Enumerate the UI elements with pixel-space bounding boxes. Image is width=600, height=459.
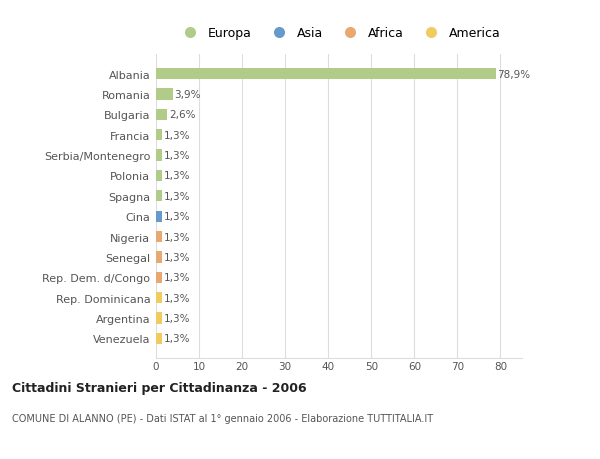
Bar bbox=[156, 170, 161, 182]
Bar bbox=[156, 150, 161, 161]
Text: 1,3%: 1,3% bbox=[163, 334, 190, 344]
Bar bbox=[156, 191, 161, 202]
Legend: Europa, Asia, Africa, America: Europa, Asia, Africa, America bbox=[173, 22, 505, 45]
Bar bbox=[156, 252, 161, 263]
Bar bbox=[156, 292, 161, 303]
Text: 1,3%: 1,3% bbox=[163, 151, 190, 161]
Bar bbox=[156, 272, 161, 283]
Text: 1,3%: 1,3% bbox=[163, 191, 190, 202]
Text: 1,3%: 1,3% bbox=[163, 232, 190, 242]
Text: 1,3%: 1,3% bbox=[163, 171, 190, 181]
Text: 1,3%: 1,3% bbox=[163, 212, 190, 222]
Text: COMUNE DI ALANNO (PE) - Dati ISTAT al 1° gennaio 2006 - Elaborazione TUTTITALIA.: COMUNE DI ALANNO (PE) - Dati ISTAT al 1°… bbox=[12, 413, 433, 423]
Text: Cittadini Stranieri per Cittadinanza - 2006: Cittadini Stranieri per Cittadinanza - 2… bbox=[12, 381, 307, 394]
Text: 3,9%: 3,9% bbox=[175, 90, 201, 100]
Text: 1,3%: 1,3% bbox=[163, 273, 190, 283]
Bar bbox=[156, 333, 161, 344]
Bar bbox=[156, 130, 161, 141]
Text: 1,3%: 1,3% bbox=[163, 293, 190, 303]
Text: 1,3%: 1,3% bbox=[163, 130, 190, 140]
Bar bbox=[156, 231, 161, 243]
Text: 78,9%: 78,9% bbox=[497, 69, 530, 79]
Bar bbox=[156, 313, 161, 324]
Text: 1,3%: 1,3% bbox=[163, 313, 190, 323]
Text: 1,3%: 1,3% bbox=[163, 252, 190, 263]
Bar bbox=[156, 211, 161, 222]
Bar bbox=[156, 110, 167, 121]
Bar bbox=[156, 89, 173, 101]
Text: 2,6%: 2,6% bbox=[169, 110, 196, 120]
Bar bbox=[156, 69, 496, 80]
